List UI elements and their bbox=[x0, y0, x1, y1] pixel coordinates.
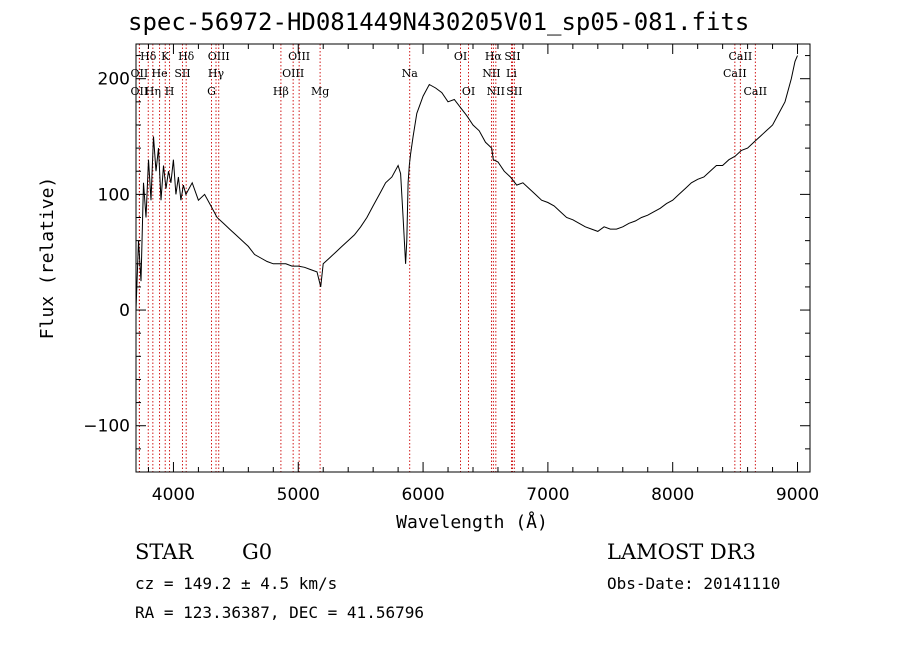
spectral-line-labels: Hδ OII OII K He Hη SII H Hδ OIII Hγ G Hβ OIII OIII Mg Na… bbox=[131, 50, 768, 98]
x-tick-label: 7000 bbox=[526, 485, 569, 505]
survey-name: LAMOST DR3 bbox=[607, 540, 756, 564]
spectral-line-label: Mg bbox=[311, 85, 329, 98]
spectral-line-label: K bbox=[161, 50, 170, 63]
spectral-line-label: SII bbox=[504, 50, 520, 63]
y-tick-label: 100 bbox=[98, 185, 130, 205]
x-tick-label: 8000 bbox=[651, 485, 694, 505]
redshift-cz: cz = 149.2 ± 4.5 km/s bbox=[135, 574, 338, 593]
obs-date: Obs-Date: 20141110 bbox=[607, 574, 781, 593]
spectral-line-label: Hδ bbox=[178, 50, 195, 63]
chart-title: spec-56972-HD081449N430205V01_sp05-081.f… bbox=[128, 8, 750, 36]
y-axis-label: Flux (relative) bbox=[37, 177, 58, 340]
spectral-line-label: NII bbox=[482, 67, 500, 80]
spectral-line-label: SII bbox=[506, 85, 522, 98]
spectral-line-label: Hα bbox=[485, 50, 503, 63]
spectral-line-label: OIII bbox=[282, 67, 304, 80]
x-axis-label: Wavelength (Å) bbox=[396, 511, 548, 533]
x-tick-label: 6000 bbox=[401, 485, 444, 505]
spectral-line-label: OI bbox=[454, 50, 467, 63]
spectral-line-label: OIII bbox=[208, 50, 230, 63]
spectrum-series-line bbox=[135, 55, 798, 311]
spectral-line-label: SII bbox=[174, 67, 190, 80]
ra-dec-coords: RA = 123.36387, DEC = 41.56796 bbox=[135, 603, 424, 622]
y-tick-label: 200 bbox=[98, 70, 130, 90]
spectral-line-label: He bbox=[152, 67, 168, 80]
y-axis-ticks: −100 0 100 200 bbox=[83, 55, 810, 450]
object-subclass: G0 bbox=[242, 540, 273, 564]
spectral-line-label: G bbox=[207, 85, 216, 98]
spectral-line-markers bbox=[138, 44, 756, 472]
x-axis-ticks: 4000 5000 6000 7000 8000 9000 bbox=[147, 44, 819, 505]
x-tick-label: 9000 bbox=[776, 485, 819, 505]
object-class: STAR bbox=[135, 540, 194, 564]
spectral-line-label: Hδ bbox=[140, 50, 157, 63]
spectral-line-label: Hη bbox=[145, 85, 161, 98]
spectral-line-label: H bbox=[165, 85, 175, 98]
spectral-line-label: CaII bbox=[743, 85, 767, 98]
x-tick-label: 5000 bbox=[277, 485, 320, 505]
spectral-line-label: CaII bbox=[729, 50, 753, 63]
plot-frame bbox=[135, 43, 811, 473]
spectral-line-label: OII bbox=[131, 85, 149, 98]
spectral-line-label: Hγ bbox=[208, 67, 225, 80]
spectral-line-label: Hβ bbox=[273, 85, 289, 98]
spectral-line-label: OII bbox=[131, 67, 149, 80]
y-tick-label: −100 bbox=[83, 417, 130, 437]
spectral-line-label: OIII bbox=[288, 50, 310, 63]
spectral-line-label: NII bbox=[487, 85, 505, 98]
spectral-line-label: Li bbox=[506, 67, 517, 80]
x-tick-label: 4000 bbox=[152, 485, 195, 505]
spectral-line-label: Na bbox=[402, 67, 419, 80]
spectral-line-label: CaII bbox=[723, 67, 747, 80]
y-tick-label: 0 bbox=[119, 301, 130, 321]
spectral-line-label: OI bbox=[462, 85, 475, 98]
